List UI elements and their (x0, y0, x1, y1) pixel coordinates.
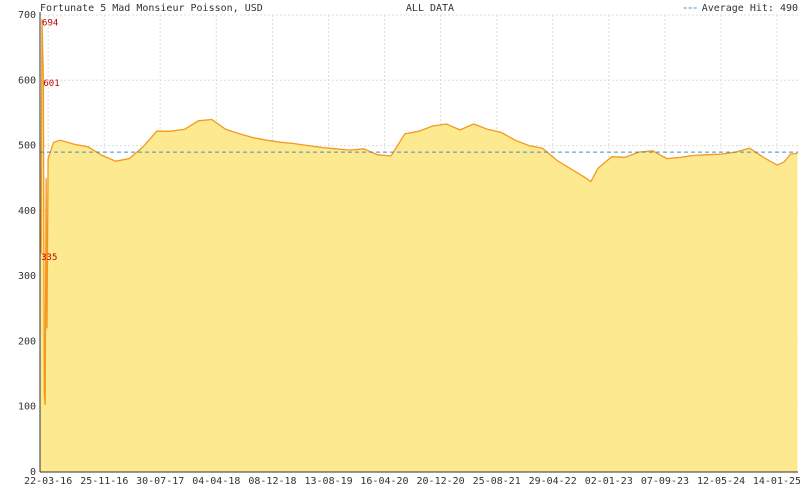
value-label: 694 (42, 18, 58, 28)
x-tick-label: 20-12-20 (417, 476, 465, 487)
value-label: 601 (43, 79, 59, 89)
x-tick-label: 25-08-21 (473, 476, 521, 487)
x-tick-label: 12-05-24 (697, 476, 745, 487)
chart-subtitle: ALL DATA (406, 3, 454, 14)
line (39, 18, 798, 405)
x-tick-label: 16-04-20 (360, 476, 408, 487)
area (40, 18, 798, 473)
x-tick-label: 29-04-22 (529, 476, 577, 487)
x-tick-label: 25-11-16 (80, 476, 128, 487)
y-tick-label: 400 (18, 206, 36, 217)
legend-label: Average Hit: (702, 3, 774, 14)
chart-title: Fortunate 5 Mad Monsieur Poisson, USD (40, 3, 263, 14)
y-tick-label: 200 (18, 336, 36, 347)
value-label: 335 (41, 253, 57, 263)
x-tick-label: 13-08-19 (304, 476, 352, 487)
x-tick-label: 14-01-25 (753, 476, 800, 487)
x-tick-label: 02-01-23 (585, 476, 633, 487)
x-tick-label: 08-12-18 (248, 476, 296, 487)
y-tick-label: 100 (18, 402, 36, 413)
legend-value: 490 (780, 3, 798, 14)
x-tick-label: 07-09-23 (641, 476, 689, 487)
y-tick-label: 500 (18, 141, 36, 152)
x-tick-label: 22-03-16 (24, 476, 72, 487)
y-tick-label: 0 (30, 467, 36, 478)
x-tick-label: 30-07-17 (136, 476, 184, 487)
y-tick-label: 600 (18, 75, 36, 86)
x-tick-label: 04-04-18 (192, 476, 240, 487)
y-tick-label: 300 (18, 271, 36, 282)
y-tick-label: 700 (18, 10, 36, 21)
